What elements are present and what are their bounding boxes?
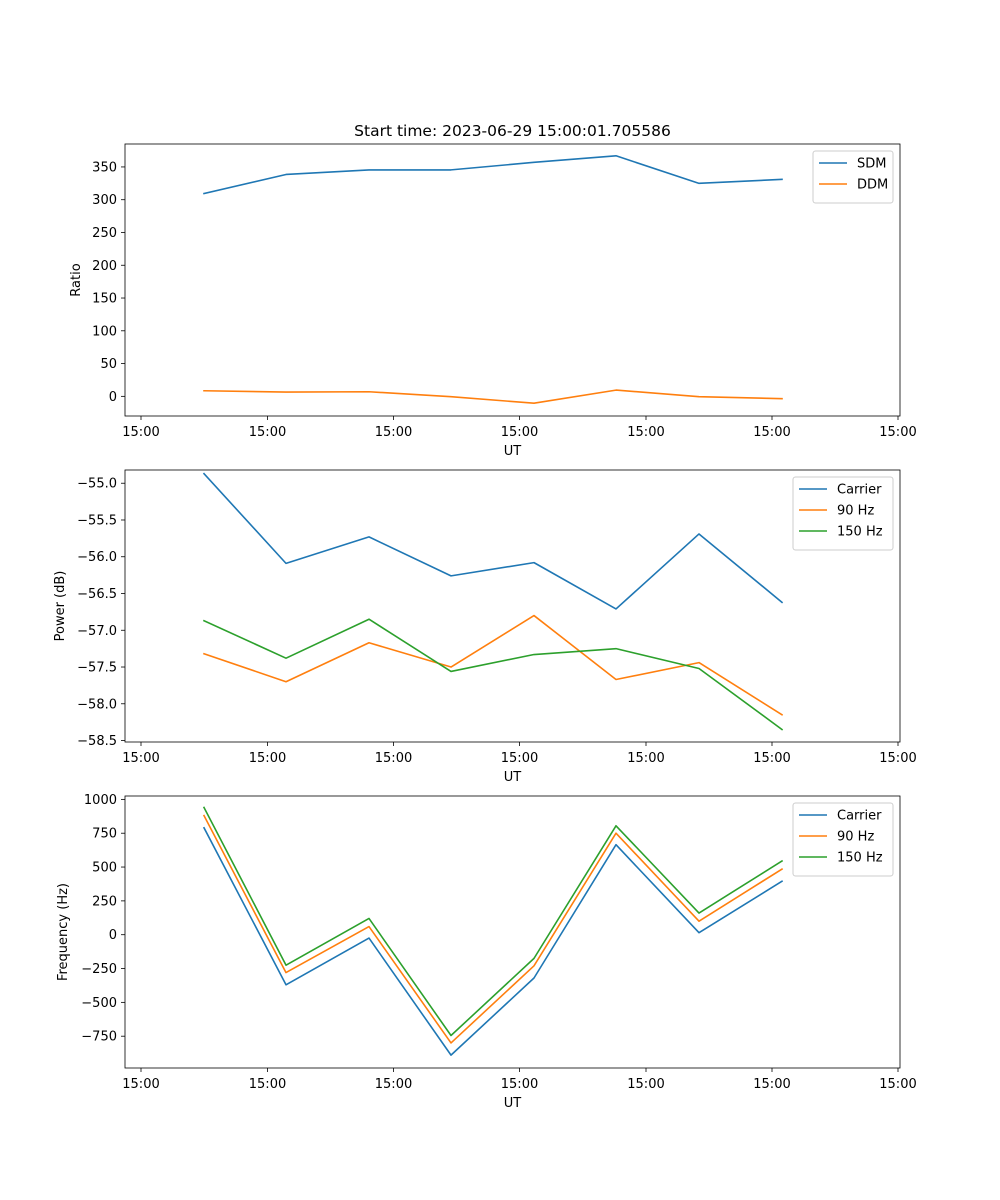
series-line-150-hz (202, 806, 784, 1037)
y-tick-label: −55.5 (77, 513, 117, 528)
y-tick-label: −56.0 (77, 550, 117, 565)
legend-label: 90 Hz (837, 504, 874, 519)
y-tick-label: −57.0 (77, 624, 117, 639)
series-line-90-hz (202, 814, 784, 1044)
series-line-carrier (202, 472, 784, 610)
x-tick-label: 15:00 (753, 1077, 790, 1092)
x-tick-label: 15:00 (501, 1077, 538, 1092)
frequency-panel: 15:00 15:00 15:00 15:00 15:00 15:00 15:00 UT −75… (56, 793, 917, 1111)
x-tick-label: 15:00 (879, 1077, 916, 1092)
x-tick-label: 15:00 (375, 1077, 412, 1092)
chart-title: Start time: 2023-06-29 15:00:01.705586 (354, 122, 671, 140)
y-tick-label: 100 (92, 324, 117, 339)
x-tick-label: 15:00 (753, 751, 790, 766)
x-tick-label: 15:00 (627, 425, 664, 440)
y-tick-label: −500 (81, 996, 117, 1011)
y-tick-label: −55.0 (77, 477, 117, 492)
series-line-sdm (203, 155, 783, 195)
legend-label: 90 Hz (837, 830, 874, 845)
plot-frame (124, 469, 901, 743)
plot-frame (124, 795, 901, 1069)
x-tick-label: 15:00 (122, 1077, 159, 1092)
x-tick-label: 15:00 (501, 425, 538, 440)
x-axis-label: UT (504, 444, 522, 459)
y-axis-label: Ratio (69, 263, 84, 296)
y-tick-label: 300 (92, 193, 117, 208)
x-tick-label: 15:00 (249, 751, 286, 766)
y-tick-label: 150 (92, 292, 117, 307)
legend: Carrier 90 Hz 150 Hz (792, 802, 894, 877)
y-tick-label: 200 (92, 259, 117, 274)
y-tick-label: 350 (92, 160, 117, 175)
y-tick-label: 50 (100, 357, 117, 372)
x-axis-label: UT (504, 770, 522, 785)
series-line-150-hz (202, 618, 784, 731)
x-tick-label: 15:00 (627, 1077, 664, 1092)
legend-label: SDM (857, 157, 886, 172)
y-tick-label: −57.5 (77, 661, 117, 676)
legend-label: Carrier (837, 809, 882, 824)
legend-label: 150 Hz (837, 851, 883, 866)
legend-box (812, 150, 894, 204)
y-axis-label: Power (dB) (53, 571, 68, 642)
x-tick-label: 15:00 (375, 751, 412, 766)
y-tick-label: −250 (81, 962, 117, 977)
x-tick-label: 15:00 (249, 425, 286, 440)
y-tick-label: 750 (92, 827, 117, 842)
series-line-ddm (203, 389, 783, 405)
y-tick-label: 0 (109, 390, 117, 405)
x-axis-label: UT (504, 1096, 522, 1111)
legend: Carrier 90 Hz 150 Hz (792, 476, 894, 551)
x-tick-label: 15:00 (375, 425, 412, 440)
y-tick-label: 0 (109, 928, 117, 943)
x-tick-label: 15:00 (627, 751, 664, 766)
plot-frame (124, 143, 901, 417)
y-tick-label: 250 (92, 894, 117, 909)
y-axis-label: Frequency (Hz) (56, 883, 71, 981)
x-tick-label: 15:00 (879, 751, 916, 766)
legend-label: Carrier (837, 483, 882, 498)
legend-label: DDM (857, 178, 888, 193)
legend: SDM DDM (812, 150, 894, 204)
power-panel: 15:00 15:00 15:00 15:00 15:00 15:00 15:00 UT −55… (53, 469, 917, 785)
x-tick-label: 15:00 (501, 751, 538, 766)
y-tick-label: 1000 (84, 793, 117, 808)
ratio-panel: 15:00 15:00 15:00 15:00 15:00 15:00 15:00 UT 0 50… (69, 143, 917, 459)
y-tick-label: −750 (81, 1030, 117, 1045)
x-tick-label: 15:00 (249, 1077, 286, 1092)
x-tick-label: 15:00 (122, 425, 159, 440)
y-tick-label: −56.5 (77, 587, 117, 602)
y-tick-label: −58.5 (77, 734, 117, 749)
legend-label: 150 Hz (837, 525, 883, 540)
series-line-carrier (202, 826, 784, 1056)
x-tick-label: 15:00 (122, 751, 159, 766)
x-tick-label: 15:00 (879, 425, 916, 440)
y-tick-label: 500 (92, 861, 117, 876)
y-tick-label: −58.0 (77, 697, 117, 712)
x-tick-label: 15:00 (753, 425, 790, 440)
y-tick-label: 250 (92, 226, 117, 241)
